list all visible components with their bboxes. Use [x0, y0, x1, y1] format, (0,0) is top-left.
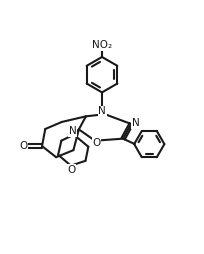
- Text: O: O: [19, 141, 28, 151]
- Text: N: N: [69, 126, 77, 136]
- Text: N: N: [98, 106, 106, 116]
- Text: N: N: [132, 118, 140, 128]
- Text: O: O: [92, 138, 101, 148]
- Text: O: O: [67, 165, 75, 175]
- Text: NO₂: NO₂: [92, 40, 112, 50]
